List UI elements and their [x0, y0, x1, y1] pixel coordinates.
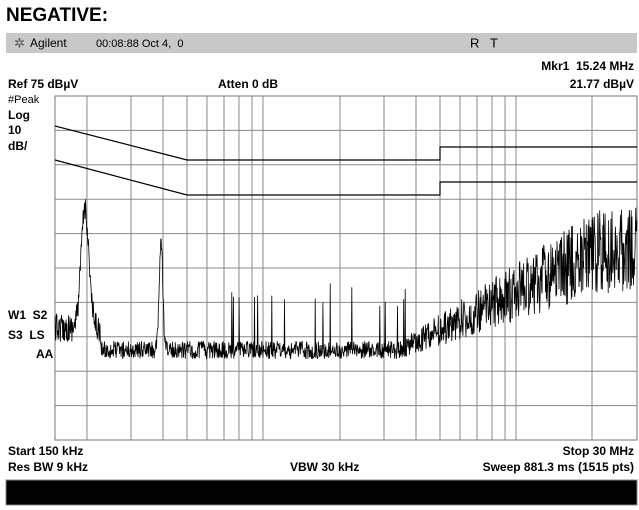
side-label: Log: [8, 108, 30, 122]
status-time: 00:08:88 Oct 4, 0: [96, 38, 183, 50]
limit-line: [54, 125, 637, 161]
ref-level: Ref 75 dBµV: [8, 77, 78, 91]
side-label: #Peak: [8, 94, 40, 106]
side-label: dB/: [8, 139, 28, 153]
mode-label: AA: [36, 347, 54, 361]
mode-label: W1 S2: [8, 308, 48, 322]
page-title: NEGATIVE:: [6, 5, 108, 26]
limit-line: [54, 159, 637, 196]
status-bar: [6, 33, 637, 53]
marker-label: Mkr1 15.24 MHz: [541, 59, 634, 73]
status-brand: Agilent: [30, 36, 67, 50]
plot-area: [54, 95, 638, 441]
stop-freq: Stop 30 MHz: [563, 444, 634, 458]
marker-value: 21.77 dBµV: [570, 77, 634, 91]
sweep: Sweep 881.3 ms (1515 pts): [483, 460, 634, 474]
status-icon: ✲: [14, 35, 25, 50]
mode-label: S3 LS: [8, 328, 45, 342]
spectrum-trace: [54, 199, 638, 360]
res-bw: Res BW 9 kHz: [8, 460, 88, 474]
start-freq: Start 150 kHz: [8, 444, 83, 458]
vbw: VBW 30 kHz: [290, 460, 359, 474]
attenuation: Atten 0 dB: [218, 77, 278, 91]
status-flags: R T: [470, 35, 498, 50]
message-bar: [5, 479, 638, 506]
side-label: 10: [8, 123, 22, 137]
